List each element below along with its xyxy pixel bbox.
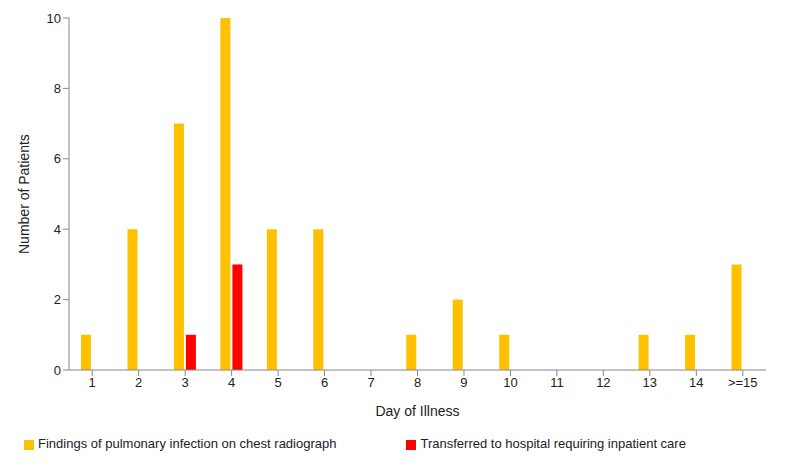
svg-text:7: 7 xyxy=(367,375,374,390)
svg-text:9: 9 xyxy=(460,375,467,390)
svg-text:10: 10 xyxy=(47,11,61,26)
svg-text:14: 14 xyxy=(689,375,703,390)
svg-text:8: 8 xyxy=(414,375,421,390)
svg-text:4: 4 xyxy=(54,222,61,237)
svg-text:11: 11 xyxy=(550,375,564,390)
svg-text:2: 2 xyxy=(135,375,142,390)
svg-text:3: 3 xyxy=(182,375,189,390)
svg-text:Number of Patients: Number of Patients xyxy=(16,134,32,254)
html-text:Findings of pulmonary infectio: Findings of pulmonary infection on chest… xyxy=(38,436,337,451)
svg-text:>=15: >=15 xyxy=(728,375,758,390)
svg-text:0: 0 xyxy=(54,363,61,378)
svg-text:Day of Illness: Day of Illness xyxy=(375,403,459,419)
svg-text:6: 6 xyxy=(321,375,328,390)
svg-text:10: 10 xyxy=(503,375,517,390)
svg-text:6: 6 xyxy=(54,151,61,166)
svg-text:12: 12 xyxy=(596,375,610,390)
svg-text:4: 4 xyxy=(228,375,235,390)
svg-text:13: 13 xyxy=(643,375,657,390)
svg-text:2: 2 xyxy=(54,292,61,307)
svg-text:1: 1 xyxy=(89,375,96,390)
html-text:Transferred to hospital requir: Transferred to hospital requiring inpati… xyxy=(420,436,686,451)
svg-text:5: 5 xyxy=(274,375,281,390)
svg-text:8: 8 xyxy=(54,81,61,96)
